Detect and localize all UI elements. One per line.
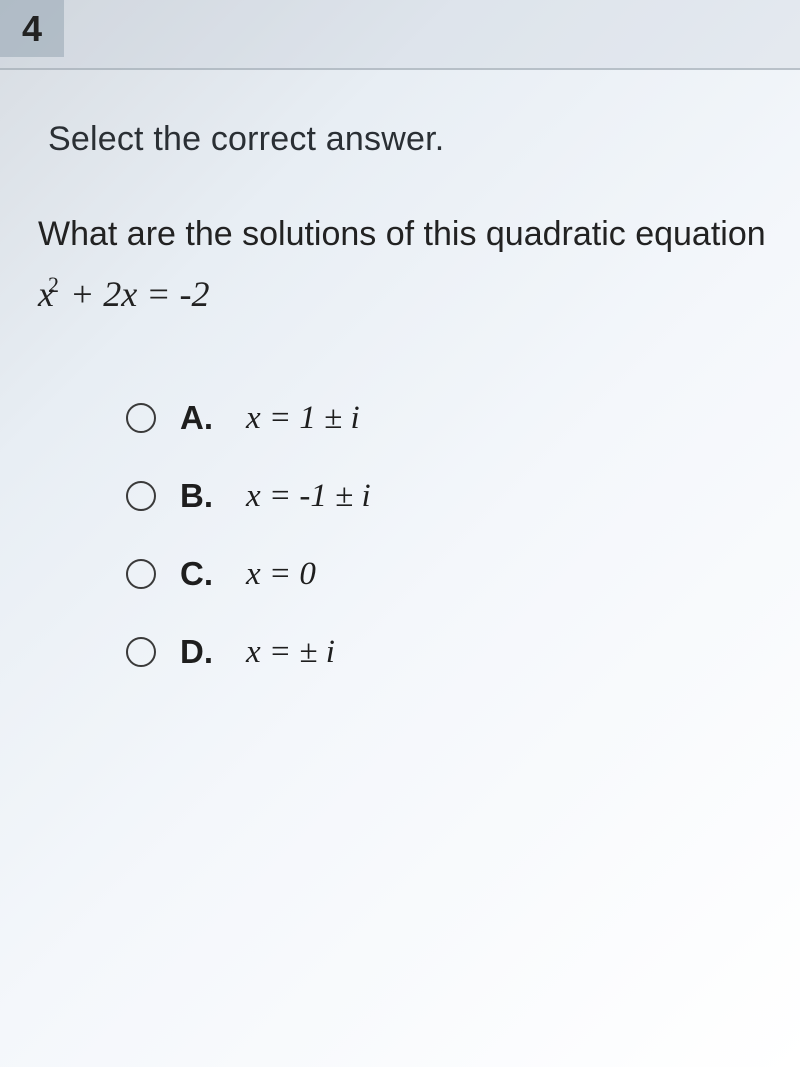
- question-prompt: What are the solutions of this quadratic…: [38, 215, 800, 254]
- choice-answer: x = -1 ± i: [236, 478, 371, 515]
- radio-a[interactable]: [126, 403, 156, 433]
- choice-d[interactable]: D. x = ± i: [126, 613, 800, 691]
- choice-letter: B.: [180, 477, 236, 515]
- choice-answer: x = 0: [236, 556, 316, 593]
- choice-b[interactable]: B. x = -1 ± i: [126, 457, 800, 535]
- choice-answer: x = 1 ± i: [236, 400, 360, 437]
- quiz-page: 4 Select the correct answer. What are th…: [0, 0, 800, 1067]
- choice-letter: C.: [180, 555, 236, 593]
- choice-letter: D.: [180, 633, 236, 671]
- radio-d[interactable]: [126, 637, 156, 667]
- question-number-tab[interactable]: 4: [0, 0, 64, 57]
- tab-bar: 4: [0, 0, 800, 70]
- choice-c[interactable]: C. x = 0: [126, 535, 800, 613]
- choices-group: A. x = 1 ± i B. x = -1 ± i C. x = 0 D. x…: [48, 379, 800, 691]
- radio-c[interactable]: [126, 559, 156, 589]
- instruction-text: Select the correct answer.: [48, 120, 800, 159]
- choice-answer: x = ± i: [236, 634, 335, 671]
- question-content: Select the correct answer. What are the …: [0, 70, 800, 691]
- equation: x2 + 2x = -2: [38, 272, 800, 315]
- choice-a[interactable]: A. x = 1 ± i: [126, 379, 800, 457]
- choice-letter: A.: [180, 399, 236, 437]
- radio-b[interactable]: [126, 481, 156, 511]
